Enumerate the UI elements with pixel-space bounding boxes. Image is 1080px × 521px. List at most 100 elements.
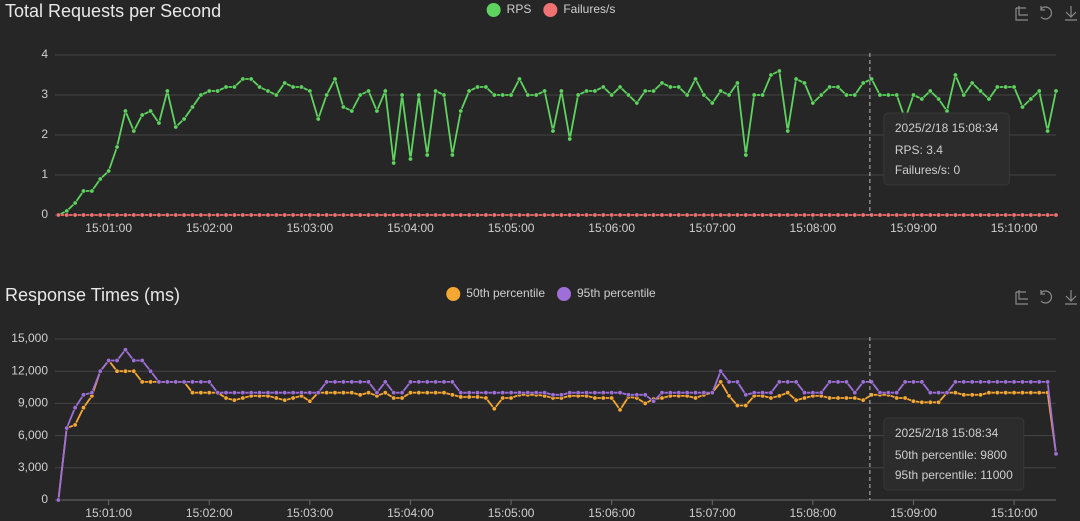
data-point: [986, 390, 992, 396]
data-point: [718, 379, 724, 385]
data-point: [558, 392, 564, 398]
data-point: [114, 212, 120, 218]
data-point: [944, 212, 950, 218]
data-point: [315, 212, 321, 218]
data-point: [600, 84, 606, 90]
legend: 50th percentile 95th percentile: [446, 286, 656, 301]
x-tick-label: 15:08:00: [790, 221, 837, 235]
data-point: [181, 379, 187, 385]
data-point: [919, 399, 925, 405]
data-point: [877, 212, 883, 218]
reset-icon[interactable]: [1040, 290, 1052, 304]
data-point: [734, 212, 740, 218]
data-point: [843, 379, 849, 385]
data-point: [1019, 212, 1025, 218]
data-point: [542, 88, 548, 94]
data-point: [416, 212, 422, 218]
tooltip-line: 95th percentile: 11000: [895, 468, 1013, 482]
data-point: [449, 152, 455, 158]
data-point: [173, 124, 179, 130]
y-tick-label: 3,000: [18, 460, 48, 474]
data-point: [391, 390, 397, 396]
data-point: [433, 379, 439, 385]
data-point: [625, 392, 631, 398]
x-tick-label: 15:07:00: [689, 221, 736, 235]
data-point: [106, 357, 112, 363]
legend-label: RPS: [507, 2, 532, 16]
data-point: [575, 390, 581, 396]
data-point: [500, 92, 506, 98]
data-point: [584, 212, 590, 218]
data-point: [441, 92, 447, 98]
data-point: [240, 76, 246, 82]
data-point: [726, 212, 732, 218]
data-point: [584, 390, 590, 396]
data-point: [592, 88, 598, 94]
data-point: [642, 212, 648, 218]
data-point: [399, 390, 405, 396]
data-point: [1053, 451, 1059, 457]
data-point: [877, 92, 883, 98]
data-point: [64, 425, 70, 431]
toolbar[interactable]: [1015, 6, 1077, 305]
data-point: [1011, 379, 1017, 385]
data-point: [340, 379, 346, 385]
data-point: [827, 395, 833, 401]
data-point: [206, 212, 212, 218]
data-point: [458, 394, 464, 400]
data-point: [1011, 212, 1017, 218]
data-point: [919, 379, 925, 385]
y-tick-label: 9,000: [18, 396, 48, 410]
data-point: [936, 212, 942, 218]
data-point: [609, 390, 615, 396]
data-point: [424, 390, 430, 396]
data-point: [231, 390, 237, 396]
data-point: [148, 108, 154, 114]
data-point: [575, 212, 581, 218]
data-point: [307, 398, 313, 404]
download-icon[interactable]: [1065, 290, 1077, 305]
data-point: [1045, 212, 1051, 218]
zoom-icon[interactable]: [1015, 290, 1028, 305]
data-point: [701, 92, 707, 98]
data-point: [701, 212, 707, 218]
data-point: [894, 395, 900, 401]
data-point: [793, 212, 799, 218]
data-point: [969, 80, 975, 86]
data-point: [139, 357, 145, 363]
data-point: [416, 390, 422, 396]
data-point: [567, 136, 573, 142]
data-point: [927, 390, 933, 396]
data-point: [273, 395, 279, 401]
data-point: [223, 390, 229, 396]
data-point: [575, 92, 581, 98]
data-point: [475, 84, 481, 90]
data-point: [282, 80, 288, 86]
data-point: [324, 212, 330, 218]
data-point: [466, 212, 472, 218]
data-point: [827, 84, 833, 90]
data-point: [206, 379, 212, 385]
data-point: [776, 379, 782, 385]
data-point: [231, 212, 237, 218]
tooltip-title: 2025/2/18 15:08:34: [895, 121, 999, 135]
reset-icon[interactable]: [1040, 6, 1052, 20]
data-point: [114, 368, 120, 374]
zoom-icon[interactable]: [1015, 6, 1028, 21]
data-point: [491, 212, 497, 218]
data-point: [240, 212, 246, 218]
data-point: [818, 92, 824, 98]
data-point: [550, 392, 556, 398]
data-point: [357, 392, 363, 398]
data-point: [282, 212, 288, 218]
data-point: [282, 390, 288, 396]
data-point: [240, 390, 246, 396]
download-icon[interactable]: [1065, 6, 1077, 21]
data-point: [592, 395, 598, 401]
data-point: [148, 379, 154, 385]
data-point: [72, 212, 78, 218]
data-point: [357, 92, 363, 98]
data-point: [81, 405, 87, 411]
data-point: [433, 390, 439, 396]
data-point: [609, 212, 615, 218]
